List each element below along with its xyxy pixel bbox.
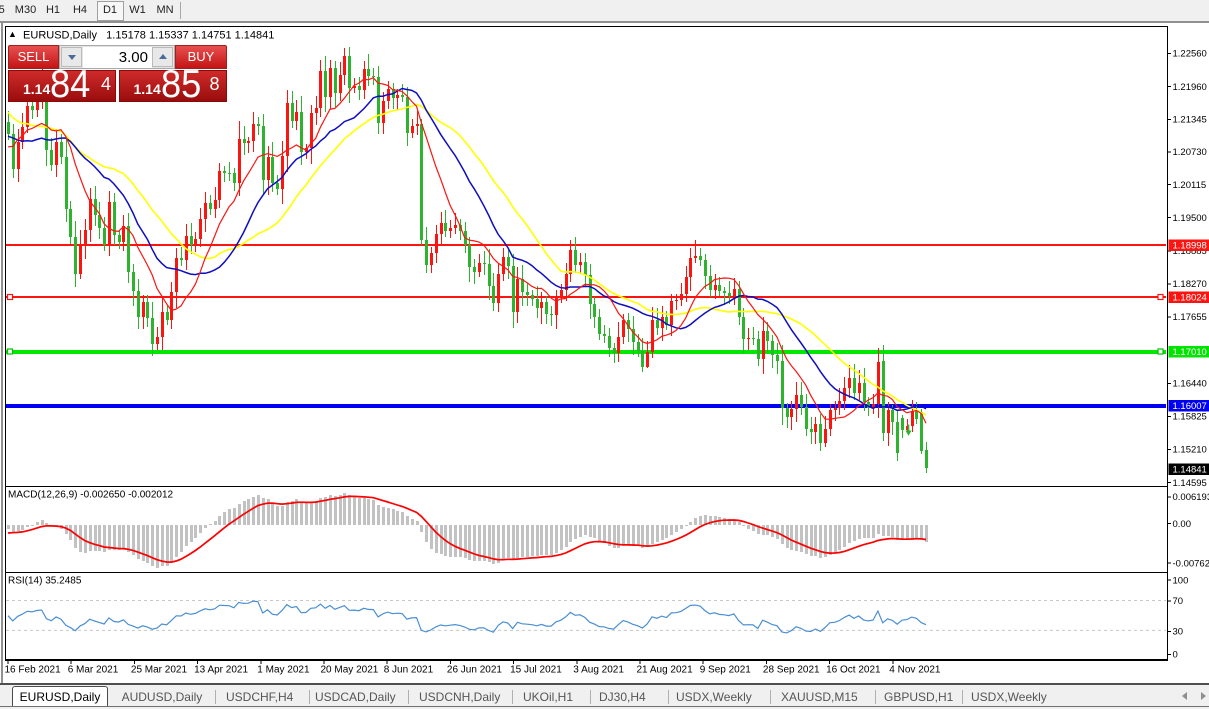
svg-text:0.00: 0.00 xyxy=(1173,519,1192,530)
svg-text:1.18024: 1.18024 xyxy=(1173,293,1207,304)
svg-text:1 May 2021: 1 May 2021 xyxy=(257,665,310,676)
svg-text:0.006193: 0.006193 xyxy=(1173,492,1209,503)
svg-text:1.18270: 1.18270 xyxy=(1173,279,1207,290)
svg-text:16 Oct 2021: 16 Oct 2021 xyxy=(826,665,881,676)
svg-text:1.16440: 1.16440 xyxy=(1173,379,1207,390)
svg-text:RSI(14) 35.2485: RSI(14) 35.2485 xyxy=(8,576,82,587)
svg-text:30: 30 xyxy=(1173,627,1184,638)
svg-text:25 Mar 2021: 25 Mar 2021 xyxy=(131,665,188,676)
svg-text:1.22560: 1.22560 xyxy=(1173,49,1207,60)
svg-text:6 Mar 2021: 6 Mar 2021 xyxy=(68,665,119,676)
svg-text:1.21960: 1.21960 xyxy=(1173,82,1207,93)
svg-text:1.21345: 1.21345 xyxy=(1173,115,1207,126)
svg-text:8 Jun 2021: 8 Jun 2021 xyxy=(384,665,434,676)
svg-text:16 Feb 2021: 16 Feb 2021 xyxy=(5,665,62,676)
svg-text:1.18885: 1.18885 xyxy=(1173,246,1207,257)
svg-text:1.14595: 1.14595 xyxy=(1173,478,1207,489)
svg-text:3 Aug 2021: 3 Aug 2021 xyxy=(573,665,624,676)
svg-text:1.17010: 1.17010 xyxy=(1173,347,1207,358)
svg-text:1.15825: 1.15825 xyxy=(1173,412,1207,423)
svg-text:1.14841: 1.14841 xyxy=(1173,464,1207,475)
svg-text:1.16007: 1.16007 xyxy=(1173,401,1207,412)
svg-text:1.18998: 1.18998 xyxy=(1173,240,1207,251)
svg-text:1.20115: 1.20115 xyxy=(1173,180,1207,191)
svg-text:MACD(12,26,9) -0.002650 -0.002: MACD(12,26,9) -0.002650 -0.002012 xyxy=(8,490,174,501)
svg-text:4 Nov 2021: 4 Nov 2021 xyxy=(889,665,941,676)
svg-text:28 Sep 2021: 28 Sep 2021 xyxy=(763,665,820,676)
svg-text:20 May 2021: 20 May 2021 xyxy=(321,665,379,676)
svg-text:100: 100 xyxy=(1173,575,1189,586)
svg-text:1.17655: 1.17655 xyxy=(1173,312,1207,323)
svg-text:26 Jun 2021: 26 Jun 2021 xyxy=(447,665,502,676)
svg-text:70: 70 xyxy=(1173,596,1184,607)
svg-text:13 Apr 2021: 13 Apr 2021 xyxy=(194,665,248,676)
svg-text:9 Sep 2021: 9 Sep 2021 xyxy=(700,665,752,676)
svg-text:15 Jul 2021: 15 Jul 2021 xyxy=(510,665,562,676)
svg-text:0: 0 xyxy=(1173,650,1178,661)
svg-text:1.20730: 1.20730 xyxy=(1173,147,1207,158)
svg-text:21 Aug 2021: 21 Aug 2021 xyxy=(637,665,694,676)
svg-text:1.15210: 1.15210 xyxy=(1173,445,1207,456)
svg-text:1.19500: 1.19500 xyxy=(1173,213,1207,224)
